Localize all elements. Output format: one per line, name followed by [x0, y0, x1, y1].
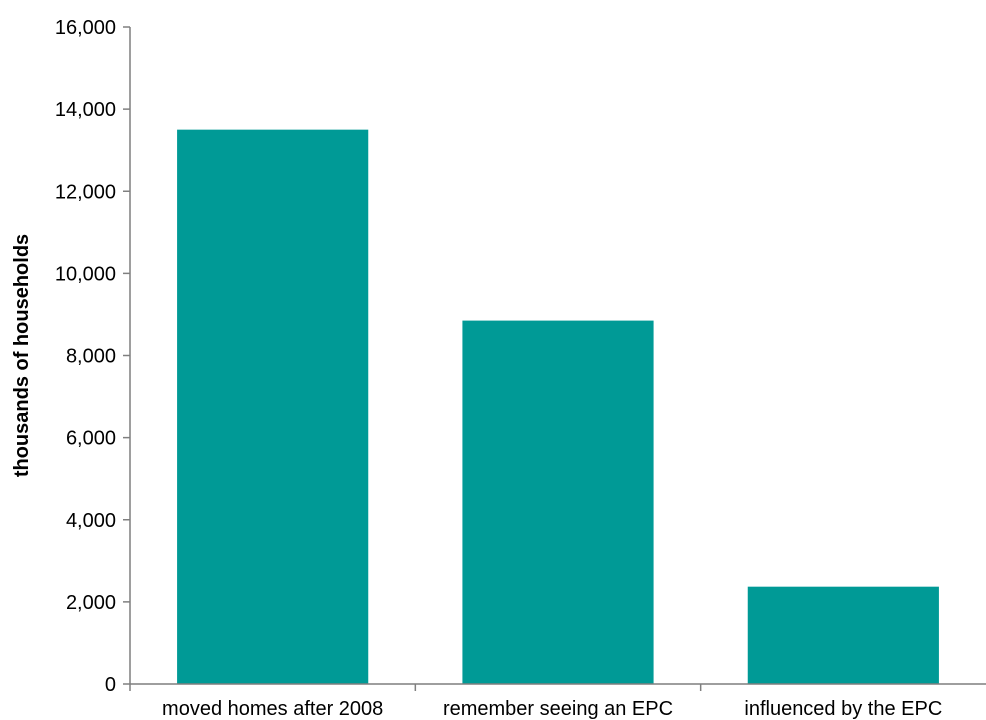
y-tick-label: 8,000	[66, 346, 116, 368]
y-tick-label: 14,000	[55, 99, 116, 121]
x-tick-label: influenced by the EPC	[744, 698, 942, 720]
y-tick-label: 2,000	[66, 592, 116, 614]
y-ticks: 0 2,000 4,000 6,000 8,000 10,000 12,000 14,000 1…	[55, 17, 130, 696]
y-tick-label: 16,000	[55, 17, 116, 39]
y-tick-label: 10,000	[55, 263, 116, 285]
x-ticks: moved homes after 2008 remember seeing an…	[129, 684, 942, 720]
y-tick-label: 6,000	[66, 428, 116, 450]
y-tick-label: 0	[105, 674, 116, 696]
y-axis-title: thousands of households	[11, 234, 33, 477]
y-tick-label: 4,000	[66, 510, 116, 532]
bars-layer	[177, 129, 939, 684]
bar	[747, 586, 939, 684]
x-tick-label: remember seeing an EPC	[443, 698, 673, 720]
y-tick-label: 12,000	[55, 181, 116, 203]
bar	[462, 320, 654, 684]
x-tick-label: moved homes after 2008	[162, 698, 383, 720]
bar	[177, 129, 369, 684]
